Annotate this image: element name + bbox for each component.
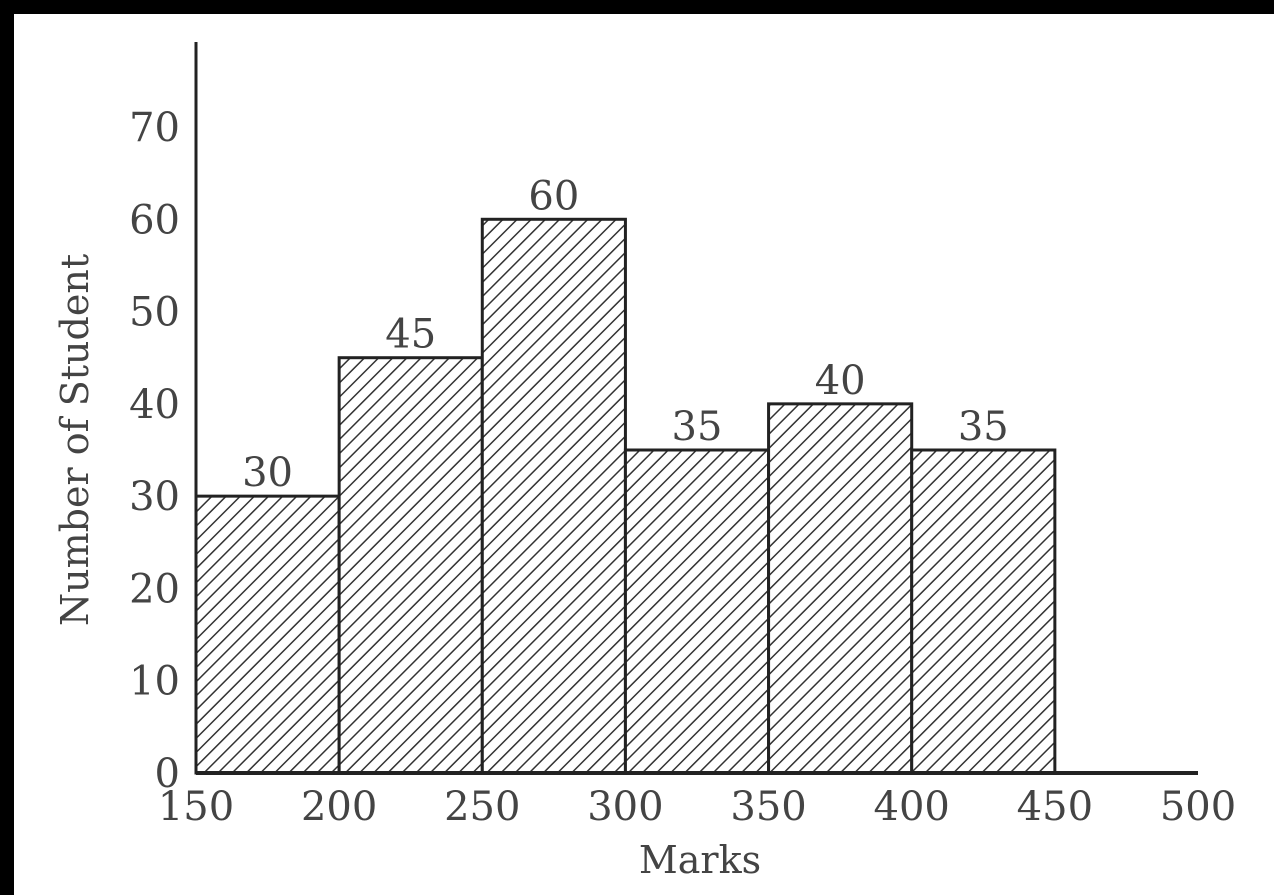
x-tick-300: 300 [587,784,663,830]
bar-300-350 [623,448,771,775]
x-tick-400: 400 [874,784,950,830]
x-tick-150: 150 [158,784,234,830]
x-tick-250: 250 [444,784,520,830]
x-tick-350: 350 [730,784,806,830]
data-label-300-350: 35 [672,404,723,450]
x-tick-200: 200 [301,784,377,830]
data-label-200-250: 45 [385,312,436,358]
x-axis-title: Marks [639,838,761,882]
bar-400-450 [910,448,1057,775]
bar-350-400 [767,402,914,775]
bar-200-250 [337,356,484,775]
x-tick-450: 450 [1017,784,1093,830]
data-label-350-400: 40 [815,358,866,404]
data-label-250-300: 60 [528,173,579,219]
y-axis-title: Number of Student [53,254,97,626]
y-tick-60: 60 [129,197,180,243]
axes-group [194,42,1198,775]
y-tick-30: 30 [129,474,180,520]
y-tick-40: 40 [129,382,180,428]
y-tick-20: 20 [129,566,180,612]
y-tick-50: 50 [129,290,180,336]
data-label-150-200: 30 [242,450,293,496]
data-labels-group: 30 45 60 35 40 35 [242,173,1009,496]
y-tick-0: 0 [155,751,180,797]
bar-150-200 [194,494,341,775]
bar-250-300 [480,217,627,775]
y-tick-10: 10 [129,659,180,705]
x-tick-500: 500 [1160,784,1236,830]
tick-labels-group: 150 200 250 300 350 400 450 500 0 10 20 30 40 50 60 70 [129,105,1236,830]
data-label-400-450: 35 [958,404,1009,450]
bars-group [194,217,1057,775]
y-tick-70: 70 [129,105,180,151]
